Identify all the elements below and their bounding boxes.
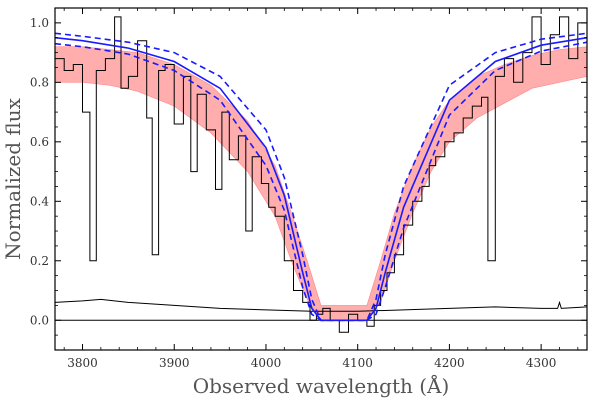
x-tick-label: 4300 (526, 356, 557, 370)
model-bound-line (55, 32, 587, 322)
x-axis-title: Observed wavelength (Å) (193, 373, 450, 398)
x-tick-label: 4000 (251, 356, 282, 370)
y-tick-label: 0.0 (30, 313, 49, 327)
y-tick-label: 0.4 (30, 194, 49, 208)
y-tick-label: 0.8 (30, 75, 49, 89)
axis-ticks: 3800 3900 4000 4100 4200 4300 0.0 0.2 0.4 0.6 0.8 1… (30, 8, 587, 370)
y-tick-label: 0.6 (30, 135, 49, 149)
y-tick-label: 0.2 (30, 254, 49, 268)
uncertainty-band (55, 46, 587, 321)
x-tick-label: 3900 (159, 356, 190, 370)
error-spectrum-line (55, 298, 587, 312)
plot-area (55, 16, 587, 333)
x-tick-label: 3800 (67, 356, 98, 370)
x-tick-label: 4200 (434, 356, 465, 370)
y-tick-label: 1.0 (30, 16, 49, 30)
y-axis-title: Normalized flux (1, 97, 25, 260)
plot-series-group (55, 16, 587, 333)
model-fit-line (55, 36, 587, 322)
model-bound-line (55, 41, 587, 322)
x-tick-label: 4100 (342, 356, 373, 370)
